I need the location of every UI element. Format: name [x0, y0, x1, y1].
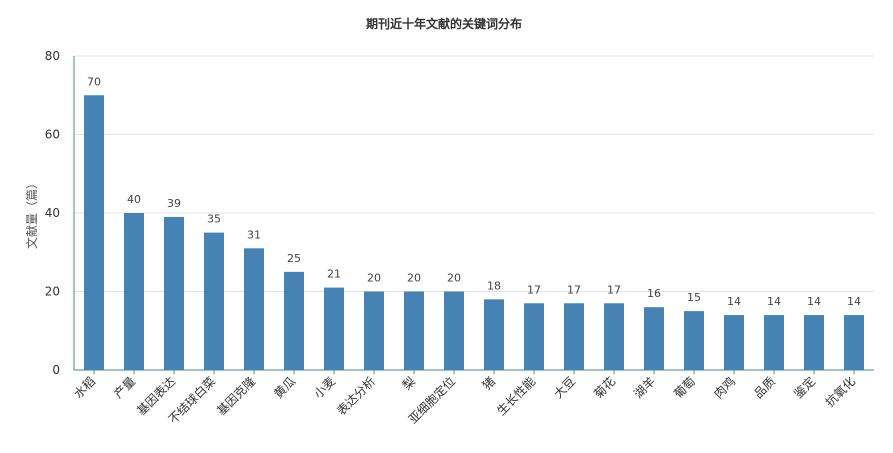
bar[interactable]	[124, 213, 144, 370]
bar[interactable]	[644, 307, 664, 370]
x-tick-label: 肉鸡	[711, 374, 739, 402]
bar-value-label: 17	[607, 283, 621, 296]
x-tick-label: 表达分析	[334, 374, 378, 418]
x-tick-label: 基因克隆	[214, 374, 259, 419]
x-tick-label: 菊花	[591, 374, 619, 402]
bar-value-label: 17	[567, 283, 581, 296]
bar[interactable]	[284, 271, 304, 370]
bar[interactable]	[244, 248, 264, 370]
bar-value-label: 14	[767, 295, 781, 308]
bar[interactable]	[564, 303, 584, 370]
x-tick-label: 湖羊	[631, 374, 659, 402]
bar-value-label: 70	[87, 75, 101, 88]
y-tick-label: 80	[45, 49, 60, 63]
bar-value-label: 20	[407, 272, 421, 285]
bar[interactable]	[204, 232, 224, 370]
bar[interactable]	[524, 303, 544, 370]
bar-value-label: 14	[727, 295, 741, 308]
bar-value-label: 21	[327, 268, 341, 281]
y-tick-label: 60	[45, 128, 60, 142]
bar[interactable]	[764, 315, 784, 370]
bar[interactable]	[724, 315, 744, 370]
x-tick-label: 猪	[480, 374, 498, 392]
bar[interactable]	[484, 299, 504, 370]
bar-value-label: 18	[487, 279, 501, 292]
bar-value-label: 20	[447, 272, 461, 285]
y-tick-label: 40	[45, 206, 60, 220]
bar[interactable]	[404, 291, 424, 371]
bar-value-label: 25	[287, 252, 301, 265]
x-tick-label: 品质	[751, 374, 778, 401]
bar-value-label: 14	[807, 295, 821, 308]
x-tick-label: 抗氧化	[822, 374, 858, 410]
bar[interactable]	[84, 95, 104, 370]
y-tick-label: 0	[52, 363, 60, 377]
bar-value-label: 39	[167, 197, 181, 210]
data-labels: 70 40 39 35 31 25 21 20 20 20 18 17 17 17 16 15 14 14 14 14	[87, 75, 861, 308]
grid-lines	[74, 55, 874, 292]
y-axis-label: 文献量（篇）	[24, 177, 39, 249]
x-tick-label: 小麦	[311, 374, 338, 401]
bar[interactable]	[844, 315, 864, 370]
bar-value-label: 20	[367, 272, 381, 285]
bar[interactable]	[804, 315, 824, 370]
bar[interactable]	[164, 216, 184, 370]
bar-value-label: 14	[847, 295, 861, 308]
chart-title: 期刊近十年文献的关键词分布	[366, 16, 522, 31]
x-tick-label: 生长性能	[494, 374, 538, 418]
bar-value-label: 35	[207, 213, 221, 226]
x-tick-label: 产量	[111, 374, 138, 401]
x-tick-label: 黄瓜	[271, 374, 298, 401]
x-tick-label: 葡萄	[671, 374, 698, 401]
y-tick-label: 20	[45, 285, 60, 299]
bar[interactable]	[604, 303, 624, 370]
x-tick-label: 鉴定	[791, 374, 819, 402]
bar-value-label: 31	[247, 228, 261, 241]
x-tick-label: 梨	[400, 374, 418, 392]
bar-value-label: 40	[127, 193, 141, 206]
bar[interactable]	[324, 287, 344, 370]
x-tick-label: 水稻	[71, 374, 98, 401]
bar[interactable]	[444, 291, 464, 371]
bar-value-label: 15	[687, 291, 701, 304]
bar-series	[84, 95, 864, 370]
bar[interactable]	[364, 291, 384, 371]
bar-value-label: 16	[647, 287, 661, 300]
x-tick-label: 大豆	[551, 374, 578, 401]
bar-value-label: 17	[527, 283, 541, 296]
bar[interactable]	[684, 311, 704, 370]
